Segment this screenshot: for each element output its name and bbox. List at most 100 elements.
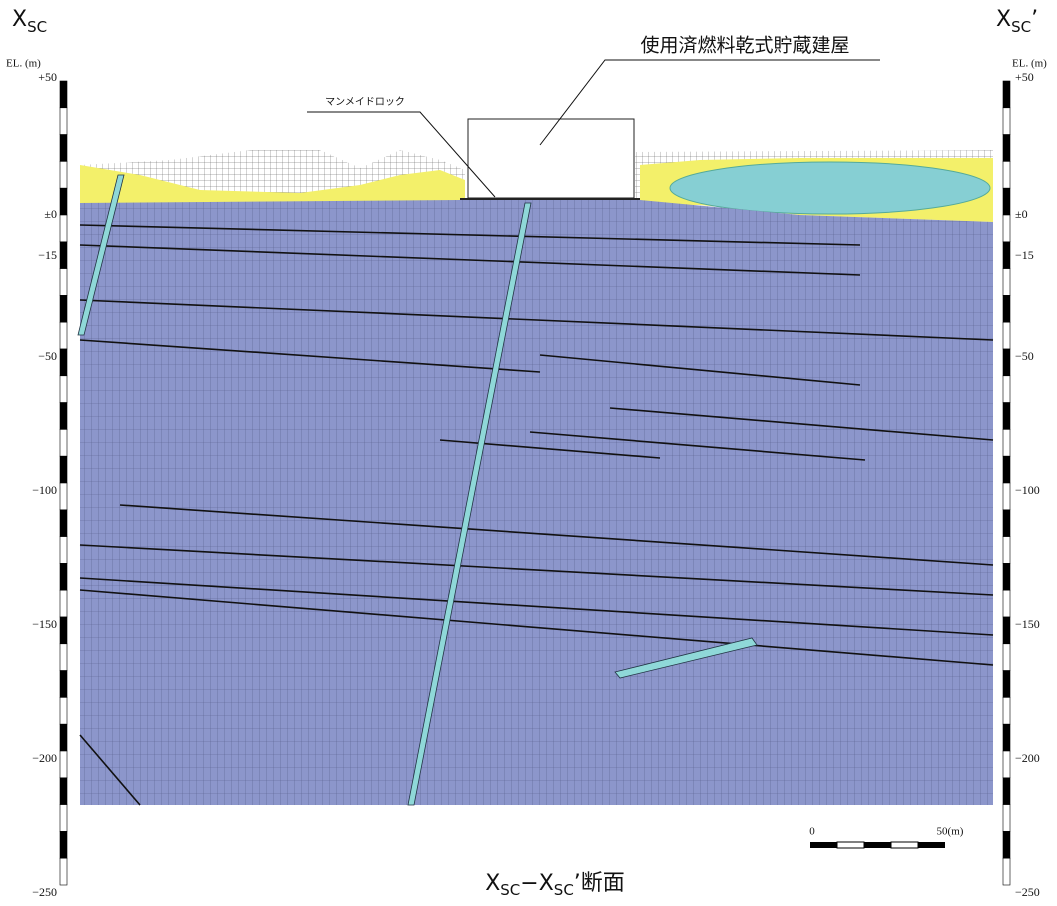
ruler-segment bbox=[59, 348, 68, 377]
ruler-segment bbox=[1002, 241, 1011, 269]
leader bbox=[307, 111, 496, 198]
ruler-segment bbox=[59, 616, 68, 645]
scale-bar bbox=[810, 841, 945, 849]
ruler-segment bbox=[59, 241, 68, 269]
elevation-label: −100 bbox=[1015, 483, 1040, 497]
lens bbox=[614, 637, 758, 679]
ruler-segment bbox=[59, 697, 68, 725]
ruler-segment bbox=[1002, 589, 1011, 618]
ruler-segment bbox=[1002, 723, 1011, 752]
ruler-segment bbox=[1002, 295, 1011, 323]
label-sub: SC bbox=[1011, 18, 1031, 36]
ruler-segment bbox=[59, 670, 68, 698]
ruler-segment bbox=[1002, 831, 1011, 859]
ruler-segment bbox=[59, 80, 68, 109]
elevation-label: −200 bbox=[1015, 751, 1040, 765]
elevation-label: −150 bbox=[32, 617, 57, 631]
leader bbox=[539, 59, 880, 146]
ruler-segment bbox=[59, 429, 68, 457]
ruler-segment bbox=[59, 563, 68, 591]
ruler-segment bbox=[1002, 750, 1011, 779]
mesh bbox=[80, 200, 993, 805]
section-right: XSC’ bbox=[996, 7, 1038, 36]
ruler-segment bbox=[59, 455, 68, 484]
ruler-segment bbox=[1002, 375, 1011, 403]
ruler-segment bbox=[59, 295, 68, 323]
label-suffix: ’ bbox=[1031, 7, 1038, 32]
ruler-segment bbox=[1002, 536, 1011, 564]
caption-base: X bbox=[485, 871, 500, 896]
ruler-segment bbox=[1002, 563, 1011, 591]
ruler-segment bbox=[1002, 697, 1011, 725]
ruler-segment bbox=[59, 643, 68, 671]
ruler-segment bbox=[1002, 857, 1011, 886]
yellow-layer bbox=[80, 165, 465, 205]
ruler-segment bbox=[59, 831, 68, 859]
elevation-label: −100 bbox=[32, 483, 57, 497]
section-left: XSC bbox=[12, 7, 47, 36]
elevation-label: +50 bbox=[1015, 70, 1034, 84]
rock-label: マンメイドロック bbox=[325, 96, 405, 108]
label-sub: SC bbox=[27, 18, 47, 36]
scale-end: 50(m) bbox=[937, 826, 964, 838]
ruler-segment bbox=[1002, 616, 1011, 645]
elevation-label: ±0 bbox=[44, 207, 57, 221]
ruler-segment bbox=[1002, 348, 1011, 377]
ruler-segment bbox=[59, 187, 68, 216]
ruler-segment bbox=[59, 777, 68, 805]
ruler-segment bbox=[59, 857, 68, 886]
ruler-segment bbox=[1002, 482, 1011, 511]
ruler-segment bbox=[1002, 643, 1011, 671]
ruler-segment bbox=[59, 134, 68, 162]
ruler-segment bbox=[1002, 80, 1011, 109]
cyan-lens bbox=[669, 161, 991, 215]
ruler-segment bbox=[1002, 187, 1011, 216]
ruler-segment bbox=[59, 509, 68, 537]
ruler-segment bbox=[1002, 429, 1011, 457]
ruler-segment bbox=[59, 750, 68, 779]
elevation-label: −50 bbox=[1015, 349, 1034, 363]
elevation-unit: EL. (m) bbox=[1012, 58, 1047, 70]
ruler-segment bbox=[59, 375, 68, 403]
label-base: X bbox=[12, 7, 27, 32]
ruler-segment bbox=[1002, 777, 1011, 805]
ruler-segment bbox=[1002, 670, 1011, 698]
elevation-label: −150 bbox=[1015, 617, 1040, 631]
ruler-segment bbox=[59, 804, 68, 832]
elevation-label: +50 bbox=[38, 70, 57, 84]
ruler-segment bbox=[1002, 268, 1011, 296]
elevation-label: −200 bbox=[32, 751, 57, 765]
ruler-segment bbox=[1002, 804, 1011, 832]
ruler-segment bbox=[59, 107, 68, 135]
layer-boundaries bbox=[79, 224, 994, 806]
ruler-segment bbox=[59, 589, 68, 618]
ruler-segment bbox=[59, 723, 68, 752]
ruler-segment bbox=[59, 402, 68, 430]
elevation-label: −250 bbox=[1015, 885, 1040, 899]
ruler-segment bbox=[1002, 321, 1011, 350]
ruler-segment bbox=[1002, 214, 1011, 243]
fault bbox=[77, 174, 125, 336]
ruler-segment bbox=[1002, 455, 1011, 484]
fault bbox=[407, 202, 532, 806]
ruler-segment bbox=[59, 321, 68, 350]
caption-sub: SC bbox=[554, 881, 574, 899]
elevation-label: ±0 bbox=[1015, 207, 1028, 221]
label-base: X bbox=[996, 7, 1011, 32]
ruler-segment bbox=[59, 268, 68, 296]
caption-base: ’断面 bbox=[574, 871, 625, 896]
ruler-segment bbox=[59, 214, 68, 243]
caption: XSC−XSC’断面 bbox=[485, 871, 625, 899]
ruler-segment bbox=[1002, 107, 1011, 135]
caption-base: −X bbox=[520, 871, 554, 896]
elevation-unit: EL. (m) bbox=[6, 58, 41, 70]
ruler-segment bbox=[59, 536, 68, 564]
elevation-label: −250 bbox=[32, 885, 57, 899]
building-label: 使用済燃料乾式貯蔵建屋 bbox=[640, 35, 849, 57]
ruler-segment bbox=[59, 161, 68, 189]
ruler-segment bbox=[1002, 161, 1011, 189]
ruler-segment bbox=[1002, 509, 1011, 537]
elevation-label: −15 bbox=[38, 248, 57, 262]
elevation-label: −50 bbox=[38, 349, 57, 363]
